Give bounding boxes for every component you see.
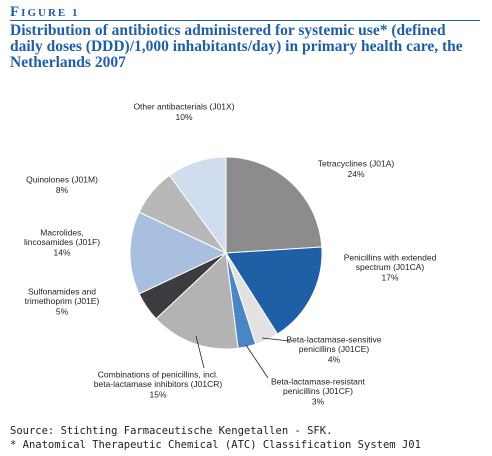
slice-label: lincosamides (J01F): [24, 237, 100, 247]
value-label: 4%: [328, 354, 341, 364]
slice-label: Beta-lactamase-sensitive: [287, 334, 382, 344]
slice-label: spectrum (J01CA): [356, 262, 425, 272]
slice-label: beta-lactamase inhibitors (J01CR): [94, 379, 223, 389]
slice-label: Sulfonamides and: [28, 286, 96, 296]
slice-label: trimethoprim (J01E): [25, 296, 100, 306]
slice-label: Beta-lactamase-resistant: [271, 376, 366, 386]
source: Source: Stichting Farmaceutische Kengeta…: [10, 425, 333, 437]
value-label: 15%: [149, 389, 166, 399]
slice-label: Other antibacterials (J01X): [133, 101, 234, 111]
slice-label: penicillins (J01CE): [299, 344, 370, 354]
leader-line: [195, 335, 205, 369]
footnote: * Anatomical Therapeutic Chemical (ATC) …: [10, 439, 421, 451]
rule: [10, 20, 480, 21]
figure-label: FIGURE 1: [10, 4, 80, 20]
value-label: 24%: [347, 169, 364, 179]
pie-slice: [225, 246, 323, 335]
slice-label: Tetracyclines (J01A): [318, 158, 395, 168]
chart-title: Distribution of antibiotics administered…: [10, 22, 463, 71]
value-label: 3%: [312, 396, 325, 406]
value-label: 17%: [381, 272, 398, 282]
slice-label: Quinolones (J01M): [26, 174, 98, 184]
pie-slice: [225, 156, 323, 254]
value-label: 14%: [53, 247, 70, 257]
slice-label: Combinations of penicillins, incl.: [98, 369, 218, 379]
pie-slice: [168, 156, 227, 255]
value-label: 5%: [56, 306, 69, 316]
slice-label: penicillins (J01CF): [283, 386, 353, 396]
slice-label: Penicillins with extended: [344, 252, 437, 262]
pie-slice: [129, 211, 228, 295]
leader-line: [245, 344, 269, 379]
value-label: 8%: [56, 185, 69, 195]
leader-line: [261, 337, 291, 342]
pie-slice: [155, 251, 239, 350]
value-label: 10%: [175, 112, 192, 122]
slice-label: Macrolides,: [40, 227, 83, 237]
